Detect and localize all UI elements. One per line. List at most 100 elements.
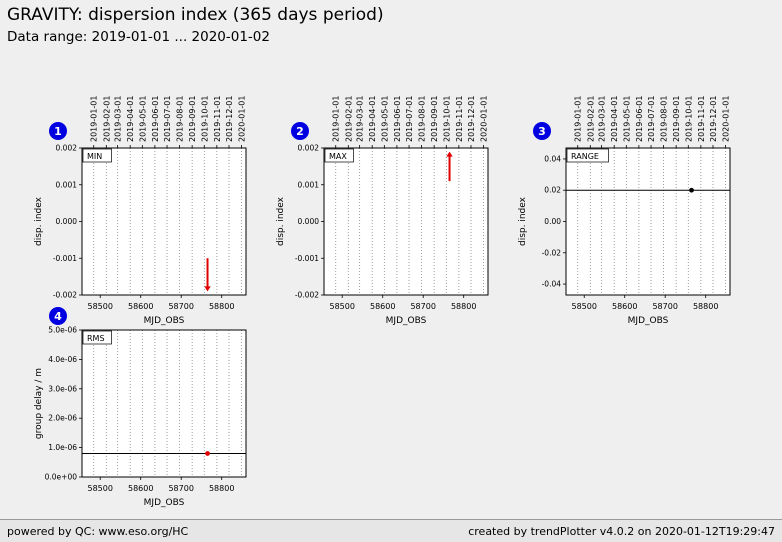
x-tick-label: 58800 [209,484,234,493]
y-axis-label: disp. index [518,196,528,246]
legend-box [566,148,609,163]
x-tick-label: 58500 [87,484,112,493]
y-tick-label: 0.000 [56,217,78,226]
date-tick-label: 2019-08-01 [176,96,185,143]
date-tick-label: 2019-04-01 [368,96,377,143]
x-tick-label: 58500 [87,302,112,311]
date-tick-label: 2019-08-01 [418,96,427,143]
plot-background [82,148,246,295]
footer-right-text: created by trendPlotter v4.0.2 on 2020-0… [468,524,775,538]
x-axis-label: MJD_OBS [628,316,669,326]
footer-left-text: powered by QC: www.eso.org/HC [7,524,189,538]
y-tick-label: 4.0e-06 [48,355,77,364]
x-tick-label: 58600 [128,484,153,493]
y-tick-label: 0.002 [56,144,78,153]
date-tick-label: 2019-12-01 [467,96,476,143]
x-tick-label: 58700 [410,302,435,311]
date-tick-label: 2020-01-01 [722,96,731,143]
date-tick-label: 2019-05-01 [138,96,147,143]
y-tick-label: 0.001 [56,180,78,189]
date-tick-label: 2019-12-01 [709,96,718,143]
date-tick-label: 2019-02-01 [344,96,353,143]
plot-background [324,148,488,295]
x-axis-label: MJD_OBS [386,316,427,326]
y-axis-label: disp. index [34,196,44,246]
date-tick-label: 2019-08-01 [660,96,669,143]
page-title: GRAVITY: dispersion index (365 days peri… [7,5,384,25]
legend-label: RANGE [571,152,599,161]
y-axis-label: group delay / m [34,368,44,439]
y-tick-label: -0.002 [53,291,77,300]
x-tick-label: 58700 [168,302,193,311]
month-gridlines [577,148,726,295]
y-tick-label: 0.04 [544,154,561,163]
data-range-subtitle: Data range: 2019-01-01 ... 2020-01-02 [7,29,270,45]
x-tick-label: 58600 [370,302,395,311]
date-tick-label: 2019-03-01 [356,96,365,143]
y-tick-label: 0.002 [298,144,320,153]
x-tick-label: 58600 [128,302,153,311]
date-tick-label: 2019-07-01 [647,96,656,143]
date-tick-label: 2019-11-01 [697,96,706,143]
date-tick-label: 2019-07-01 [163,96,172,143]
plot-border [81,329,247,478]
legend-box [324,148,354,163]
date-tick-label: 2019-06-01 [393,96,402,143]
out-of-range-arrow-icon [204,258,211,292]
date-tick-label: 2020-01-01 [238,96,247,143]
plot-border [323,147,489,296]
date-tick-label: 2019-05-01 [622,96,631,143]
x-tick-label: 58500 [571,302,596,311]
month-gridlines [93,148,242,295]
date-tick-label: 2019-12-01 [225,96,234,143]
chart-svg: 2019-01-01 2019-02-01 2019-03-01 2019-04-01… [276,96,489,327]
plot-number-badge: 4 [49,307,67,325]
y-tick-label: -0.02 [542,248,562,257]
legend-label: RMS [87,334,105,343]
y-tick-label: 0.00 [544,217,561,226]
legend-box [82,148,112,163]
footer-bar: powered by QC: www.eso.org/HC created by… [0,519,782,542]
date-tick-label: 2019-02-01 [102,96,111,143]
date-tick-label: 2019-04-01 [126,96,135,143]
month-gridlines [93,330,242,477]
x-tick-label: 58500 [329,302,354,311]
plot-number-badge: 3 [533,122,551,140]
y-tick-label: 1.0e-06 [48,443,77,452]
y-tick-label: 2.0e-06 [48,414,77,423]
y-axis-label: disp. index [276,196,286,246]
legend-label: MAX [329,152,347,161]
chart-max: 2 2019-01-01 2019-02-01 2019-03-01 2019-04-… [272,80,500,330]
x-axis-label: MJD_OBS [144,316,185,326]
y-tick-label: -0.001 [295,254,319,263]
x-tick-label: 58700 [168,484,193,493]
date-tick-label: 2019-10-01 [442,96,451,143]
chart-rms: 4 58500 58600 58700 58800 0.0e+00 1.0e-06 2.0e… [30,305,258,513]
x-axis-label: MJD_OBS [144,498,185,508]
legend-label: MIN [87,152,102,161]
out-of-range-arrow-icon [446,151,453,182]
chart-svg: 58500 58600 58700 58800 0.0e+00 1.0e-06 2.0e-0… [34,326,247,508]
y-tick-label: -0.04 [542,280,562,289]
y-tick-label: 0.0e+00 [45,473,78,482]
chart-range: 3 2019-01-01 2019-02-01 2019-03-01 2019-04-… [514,80,742,330]
date-tick-label: 2019-05-01 [380,96,389,143]
chart-svg: 2019-01-01 2019-02-01 2019-03-01 2019-04-01… [34,96,247,327]
date-tick-label: 2019-04-01 [610,96,619,143]
plot-number-badge: 2 [291,122,309,140]
page-header: GRAVITY: dispersion index (365 days peri… [7,4,384,46]
x-tick-label: 58800 [451,302,476,311]
y-tick-label: -0.001 [53,254,77,263]
plot-background [566,148,730,295]
data-point [689,187,694,193]
plot-border [81,147,247,296]
date-tick-label: 2019-02-01 [586,96,595,143]
x-tick-label: 58800 [693,302,718,311]
y-tick-label: 5.0e-06 [48,326,77,335]
date-tick-label: 2019-07-01 [405,96,414,143]
x-tick-label: 58700 [652,302,677,311]
y-tick-label: 0.001 [298,180,320,189]
date-tick-label: 2019-11-01 [455,96,464,143]
date-tick-label: 2019-10-01 [200,96,209,143]
date-tick-label: 2019-06-01 [151,96,160,143]
